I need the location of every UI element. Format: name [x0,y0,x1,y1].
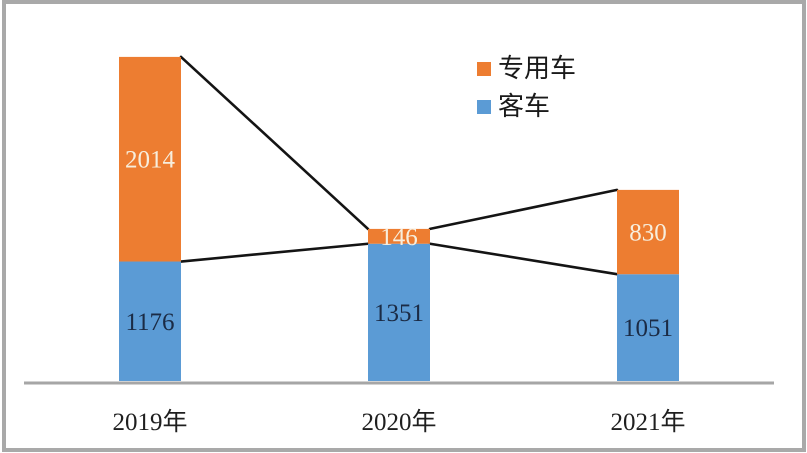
x-tick-label-2020年: 2020年 [361,408,436,436]
x-tick-label-2021年: 2021年 [610,408,685,436]
bar-special-vehicle-2020年 [368,228,430,244]
value-label-bus-2019年: 1176 [125,309,174,336]
bar-bus-2019年 [119,261,181,381]
value-label-bus-2020年: 1351 [374,300,424,327]
bar-special-vehicle-2019年 [119,56,181,262]
value-label-bus-2021年: 1051 [623,315,673,342]
series-line-special-vehicle-1 [179,55,370,231]
bar-special-vehicle-2021年 [617,189,679,275]
legend-item-special-vehicle: 专用车 [477,56,576,82]
x-tick-label-2019年: 2019年 [112,408,187,436]
series-line-bus-1 [179,242,370,263]
legend-label-special-vehicle: 专用车 [498,54,577,83]
legend-label-bus: 客车 [498,92,551,121]
bar-bus-2021年 [617,274,679,381]
series-line-bus-2 [428,242,619,276]
legend-swatch-special-vehicle-icon [477,62,491,76]
value-label-special-vehicle-2021年: 830 [629,220,667,247]
value-label-special-vehicle-2019年: 2014 [125,147,176,174]
legend-swatch-bus-icon [477,100,491,114]
bar-bus-2020年 [368,243,430,381]
value-label-special-vehicle-2020年: 146 [380,224,418,251]
series-line-special-vehicle-2 [428,188,619,231]
legend: 专用车 客车 [477,56,576,120]
legend-item-bus: 客车 [477,94,576,120]
